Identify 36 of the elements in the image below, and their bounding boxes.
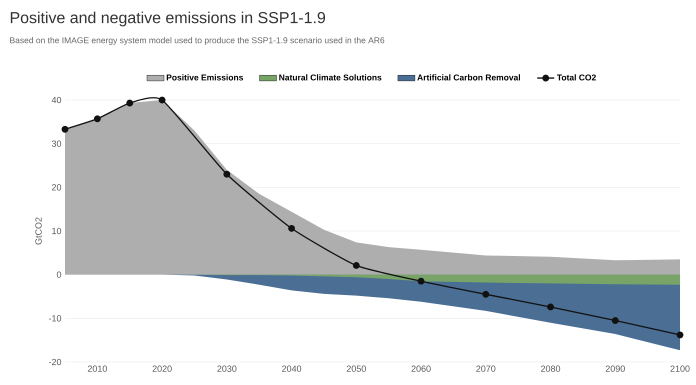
x-tick-label: 2020: [152, 366, 172, 372]
point: [94, 115, 101, 122]
y-tick-label: -10: [48, 315, 62, 322]
x-tick-label: 2060: [412, 366, 431, 372]
legend-label: Artificial Carbon Removal: [417, 74, 520, 80]
point: [62, 126, 68, 133]
x-tick-label: 2030: [217, 366, 236, 372]
x-tick-label: 2050: [346, 366, 366, 372]
legend-label: Natural Climate Solutions: [279, 74, 382, 80]
x-tick-label: 2010: [88, 366, 107, 372]
y-tick-label: 40: [52, 96, 62, 104]
y-axis-title: GtCO2: [35, 218, 42, 244]
point: [352, 262, 360, 269]
point: [418, 278, 425, 285]
x-tick-label: 2090: [606, 366, 625, 372]
point: [288, 224, 296, 232]
point: [482, 290, 490, 298]
legend-label: Positive Emissions: [166, 74, 244, 80]
y-tick-label: 30: [52, 140, 62, 147]
point: [547, 304, 554, 310]
y-tick-label: -20: [48, 358, 62, 366]
point: [612, 317, 619, 324]
x-tick-label: 2080: [541, 366, 560, 372]
chart-title: Positive and negative emissions in SSP1-1.9: [10, 12, 326, 26]
point: [126, 100, 134, 106]
x-tick-label: 2070: [476, 366, 496, 372]
point: [223, 170, 230, 178]
legend-label: Total CO2: [556, 74, 596, 80]
y-tick-label: 10: [52, 228, 62, 234]
point: [158, 96, 166, 104]
y-tick-label: 20: [52, 184, 62, 191]
y-tick-label: 0: [56, 271, 62, 278]
chart-subtitle: Based on the IMAGE energy system model used to produce the SSP1-1.9 scenario used in the AR6: [10, 37, 384, 45]
x-tick-label: 2100: [670, 366, 690, 372]
x-tick-label: 2040: [282, 366, 302, 372]
point: [676, 331, 684, 338]
